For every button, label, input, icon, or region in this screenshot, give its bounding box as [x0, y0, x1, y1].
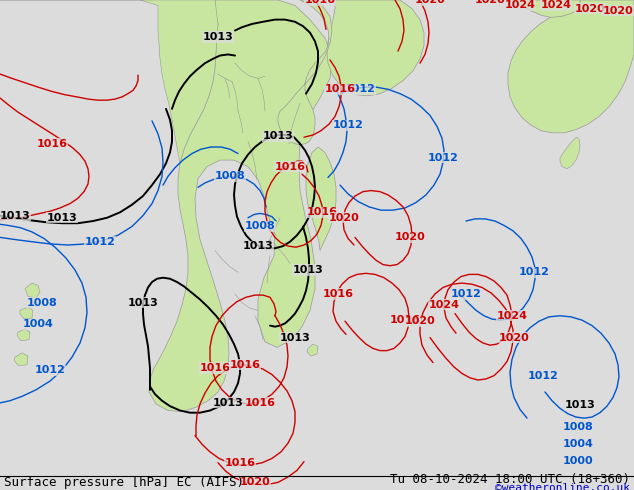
Text: Tu 08-10-2024 18:00 UTC (18+360): Tu 08-10-2024 18:00 UTC (18+360) — [390, 473, 630, 486]
Text: 1012: 1012 — [527, 370, 559, 381]
Text: 1012: 1012 — [35, 365, 65, 375]
Text: 1013: 1013 — [0, 211, 30, 220]
Text: 1016: 1016 — [200, 363, 231, 373]
Text: 1020: 1020 — [404, 316, 436, 326]
Polygon shape — [306, 147, 336, 250]
Text: 1008: 1008 — [562, 422, 593, 432]
Text: 1008: 1008 — [215, 172, 245, 181]
Text: 1012: 1012 — [427, 153, 458, 163]
Text: 1016: 1016 — [306, 207, 337, 218]
Polygon shape — [508, 0, 634, 133]
Text: 1020: 1020 — [475, 0, 505, 5]
Text: 1008: 1008 — [27, 298, 57, 308]
Text: 1012: 1012 — [333, 120, 363, 130]
Text: 1013: 1013 — [212, 398, 243, 408]
Text: 1013: 1013 — [262, 131, 294, 141]
Text: 1016: 1016 — [230, 360, 261, 370]
Polygon shape — [278, 0, 332, 145]
Polygon shape — [490, 0, 580, 18]
Polygon shape — [14, 353, 28, 366]
Text: 1016: 1016 — [325, 84, 356, 94]
Text: 1012: 1012 — [519, 267, 550, 277]
Text: 1016: 1016 — [389, 315, 420, 325]
Text: 1024: 1024 — [541, 0, 571, 10]
Text: 1013: 1013 — [47, 213, 77, 223]
Text: 1016: 1016 — [37, 139, 67, 149]
Polygon shape — [560, 137, 580, 169]
Polygon shape — [149, 0, 332, 412]
Text: 1012: 1012 — [344, 84, 375, 94]
Text: 1016: 1016 — [304, 0, 335, 5]
Text: 1012: 1012 — [84, 237, 115, 247]
Text: Surface pressure [hPa] EC (AIFS): Surface pressure [hPa] EC (AIFS) — [4, 476, 244, 489]
Text: 1000: 1000 — [563, 456, 593, 466]
Text: 1013: 1013 — [243, 241, 273, 251]
Text: 1012: 1012 — [451, 289, 481, 299]
Text: 1016: 1016 — [275, 162, 306, 172]
Text: 1024: 1024 — [505, 0, 536, 10]
Text: 1020: 1020 — [415, 0, 445, 5]
Text: 1024: 1024 — [496, 311, 527, 321]
Text: 1020: 1020 — [498, 333, 529, 343]
Polygon shape — [17, 329, 30, 341]
Polygon shape — [20, 307, 33, 319]
Text: 1004: 1004 — [562, 439, 593, 449]
Text: 1004: 1004 — [23, 319, 53, 329]
Text: 1013: 1013 — [127, 298, 158, 308]
Polygon shape — [327, 0, 424, 96]
Text: 1016: 1016 — [245, 398, 276, 408]
Text: 1008: 1008 — [245, 221, 275, 231]
Text: 1013: 1013 — [293, 265, 323, 275]
Text: 1020: 1020 — [394, 232, 425, 243]
Text: 1020: 1020 — [574, 4, 605, 14]
Text: 1020: 1020 — [240, 477, 270, 488]
Polygon shape — [307, 344, 318, 356]
Text: ©weatheronline.co.uk: ©weatheronline.co.uk — [495, 483, 630, 490]
Polygon shape — [0, 0, 218, 163]
Text: 1016: 1016 — [224, 458, 256, 468]
Text: 1013: 1013 — [565, 400, 595, 410]
Text: 1020: 1020 — [603, 6, 633, 16]
Text: 1013: 1013 — [203, 32, 233, 42]
Text: 1013: 1013 — [280, 333, 311, 343]
Text: 1020: 1020 — [328, 213, 359, 223]
Polygon shape — [25, 283, 40, 298]
Text: 1024: 1024 — [429, 300, 460, 310]
Text: 1016: 1016 — [323, 289, 354, 299]
